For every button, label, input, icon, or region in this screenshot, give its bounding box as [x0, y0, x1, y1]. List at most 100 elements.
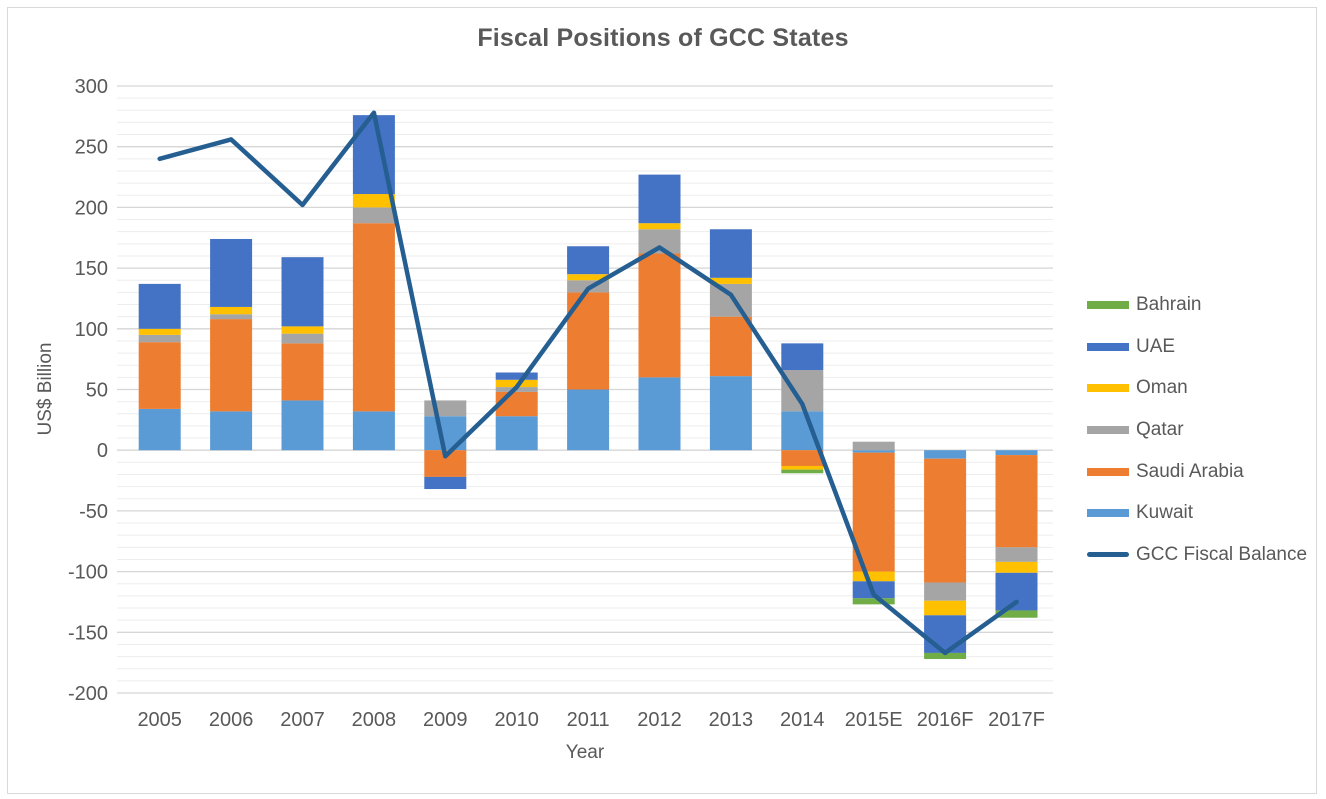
legend-label-qatar: Qatar	[1136, 418, 1184, 440]
legend-swatch-saudi-arabia	[1087, 467, 1129, 476]
bar-saudi-arabia-2010	[495, 391, 538, 417]
bar-kuwait-2006	[210, 411, 253, 451]
y-tick-label: 250	[75, 137, 108, 159]
x-tick-label-2016f: 2016F	[917, 709, 974, 731]
x-tick-label-2010: 2010	[494, 709, 539, 731]
bar-uae-2009	[424, 476, 467, 490]
line-gcc-fiscal-balance	[157, 110, 1019, 656]
bar-uae-2010	[495, 372, 538, 380]
legend-swatch-qatar	[1087, 425, 1129, 434]
bar-oman-2017f	[995, 561, 1038, 573]
bar-uae-2014	[781, 343, 824, 371]
legend-item-bahrain: Bahrain	[1087, 284, 1307, 326]
bar-uae-2007	[281, 257, 324, 327]
bar-uae-2012	[638, 174, 681, 224]
bar-oman-2006	[210, 306, 253, 315]
x-tick-label-2006: 2006	[209, 709, 254, 731]
x-axis-title: Year	[565, 742, 605, 763]
x-tick-label-2012: 2012	[637, 709, 682, 731]
legend-swatch-gcc-fiscal-balance	[1087, 552, 1129, 558]
bar-uae-2006	[210, 238, 253, 307]
bar-saudi-arabia-2008	[352, 223, 395, 412]
bar-qatar-2015e	[852, 441, 895, 451]
bar-saudi-arabia-2005	[138, 342, 181, 409]
bar-oman-2008	[352, 194, 395, 208]
bar-qatar-2017f	[995, 547, 1038, 562]
bar-bahrain-2017f	[995, 610, 1038, 618]
legend-label-oman: Oman	[1136, 377, 1188, 399]
bar-oman-2012	[638, 223, 681, 230]
bar-saudi-arabia-2013	[709, 316, 752, 377]
x-tick-label-2015e: 2015E	[845, 709, 903, 731]
bar-uae-2013	[709, 229, 752, 278]
y-tick-label: 300	[75, 76, 108, 98]
y-tick-label: -50	[79, 501, 108, 523]
bar-kuwait-2010	[495, 416, 538, 451]
legend-label-uae: UAE	[1136, 335, 1176, 357]
bar-kuwait-2005	[138, 408, 181, 451]
x-tick-label-2007: 2007	[280, 709, 325, 731]
y-tick-label: -100	[68, 562, 108, 584]
legend-label-bahrain: Bahrain	[1136, 293, 1202, 315]
bar-saudi-arabia-2014	[781, 450, 824, 466]
legend-label-saudi-arabia: Saudi Arabia	[1136, 460, 1244, 482]
y-tick-label: -200	[68, 683, 108, 705]
bar-oman-2016f	[924, 600, 967, 616]
bar-saudi-arabia-2012	[638, 253, 681, 378]
bar-qatar-2016f	[924, 582, 967, 601]
y-tick-label: -150	[68, 622, 108, 644]
bar-saudi-arabia-2017f	[995, 455, 1038, 548]
legend-item-kuwait: Kuwait	[1087, 492, 1307, 534]
bar-uae-2011	[567, 246, 610, 275]
bar-kuwait-2007	[281, 400, 324, 451]
legend-item-oman: Oman	[1087, 367, 1307, 409]
x-tick-label-2011: 2011	[567, 709, 610, 731]
x-tick-label-2009: 2009	[423, 709, 468, 731]
bar-qatar-2013	[709, 283, 752, 317]
legend-swatch-kuwait	[1087, 509, 1129, 518]
legend-swatch-uae	[1087, 342, 1129, 351]
bar-qatar-2008	[352, 207, 395, 224]
y-tick-label: 0	[97, 440, 108, 462]
bar-kuwait-2008	[352, 411, 395, 451]
x-tick-label-2013: 2013	[709, 709, 754, 731]
chart-title: Fiscal Positions of GCC States	[477, 24, 849, 52]
bar-kuwait-2011	[567, 389, 610, 451]
legend-swatch-oman	[1087, 384, 1129, 393]
bar-kuwait-2015e	[852, 450, 895, 453]
bar-qatar-2006	[210, 314, 253, 320]
bar-kuwait-2017f	[995, 450, 1038, 456]
x-tick-label-2017f: 2017F	[988, 709, 1045, 731]
y-axis-title: US$ Billion	[35, 342, 56, 436]
bar-bahrain-2014	[781, 469, 824, 474]
bar-bahrain-2016f	[924, 652, 967, 660]
y-tick-label: 200	[75, 197, 108, 219]
legend-item-uae: UAE	[1087, 326, 1307, 368]
bar-saudi-arabia-2006	[210, 319, 253, 412]
bar-qatar-2005	[138, 334, 181, 343]
bar-oman-2011	[567, 274, 610, 281]
legend-label-gcc-fiscal-balance: GCC Fiscal Balance	[1136, 543, 1308, 565]
y-tick-label: 100	[75, 319, 108, 341]
bar-oman-2005	[138, 328, 181, 335]
x-tick-label-2008: 2008	[352, 709, 397, 731]
legend: Bahrain UAE Oman Qatar Saudi Arabia Kuwait GCC…	[1087, 284, 1307, 576]
x-tick-label-2014: 2014	[780, 709, 825, 731]
bar-uae-2005	[138, 283, 181, 329]
legend-swatch-bahrain	[1087, 300, 1129, 309]
legend-label-kuwait: Kuwait	[1136, 502, 1194, 524]
bar-saudi-arabia-2016f	[924, 458, 967, 583]
bar-oman-2013	[709, 277, 752, 284]
legend-item-saudi-arabia: Saudi Arabia	[1087, 451, 1307, 493]
bar-saudi-arabia-2007	[281, 343, 324, 401]
legend-item-qatar: Qatar	[1087, 409, 1307, 451]
bar-oman-2014	[781, 465, 824, 470]
bar-bahrain-2015e	[852, 598, 895, 605]
bar-uae-2016f	[924, 615, 967, 653]
bar-kuwait-2013	[709, 376, 752, 451]
bar-oman-2015e	[852, 571, 895, 582]
bar-kuwait-2016f	[924, 450, 967, 459]
bar-uae-2017f	[995, 572, 1038, 611]
